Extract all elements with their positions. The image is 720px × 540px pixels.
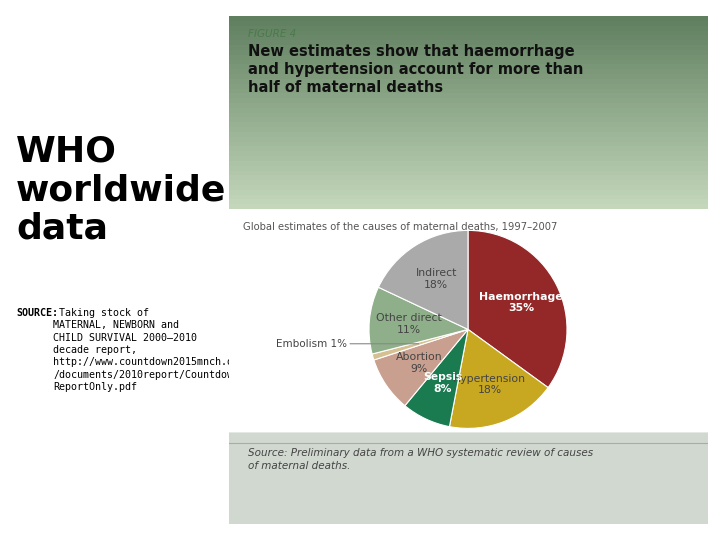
Polygon shape [229,31,708,36]
Polygon shape [229,74,708,79]
FancyBboxPatch shape [220,433,717,534]
Polygon shape [229,45,708,50]
Polygon shape [229,103,708,108]
Wedge shape [468,231,567,388]
Polygon shape [229,176,708,180]
Text: Sepsis
8%: Sepsis 8% [423,373,462,394]
Text: Abortion
9%: Abortion 9% [395,352,442,374]
Polygon shape [229,16,708,21]
Polygon shape [229,185,708,190]
Polygon shape [229,50,708,55]
Polygon shape [229,137,708,141]
Polygon shape [229,141,708,146]
Polygon shape [229,127,708,132]
Text: Embolism 1%: Embolism 1% [276,339,418,349]
Polygon shape [229,151,708,156]
Polygon shape [229,64,708,69]
Polygon shape [229,89,708,93]
Wedge shape [372,329,468,360]
Text: Haemorrhage
35%: Haemorrhage 35% [479,292,563,313]
Polygon shape [229,26,708,31]
Wedge shape [374,329,468,406]
Text: Other direct
11%: Other direct 11% [376,313,442,335]
Text: New estimates show that haemorrhage
and hypertension account for more than
half : New estimates show that haemorrhage and … [248,44,583,95]
Polygon shape [229,69,708,74]
Polygon shape [229,55,708,59]
Polygon shape [229,21,708,26]
Polygon shape [229,156,708,161]
Polygon shape [229,161,708,166]
Polygon shape [229,93,708,98]
Text: Hypertension
18%: Hypertension 18% [454,374,526,395]
Text: FIGURE 4: FIGURE 4 [248,29,297,39]
Wedge shape [405,329,468,427]
Polygon shape [229,166,708,171]
Polygon shape [229,199,708,204]
Polygon shape [229,108,708,113]
Polygon shape [229,194,708,199]
Polygon shape [229,204,708,209]
Wedge shape [369,287,468,354]
Polygon shape [229,40,708,45]
Polygon shape [229,122,708,127]
Text: SOURCE:: SOURCE: [16,308,58,318]
Polygon shape [229,84,708,89]
Polygon shape [229,59,708,64]
Text: Indirect
18%: Indirect 18% [415,268,457,290]
Text: Source: Preliminary data from a WHO systematic review of causes
of maternal deat: Source: Preliminary data from a WHO syst… [248,448,593,471]
Text: Global estimates of the causes of maternal deaths, 1997–2007: Global estimates of the causes of matern… [243,222,558,232]
Polygon shape [229,118,708,122]
Polygon shape [229,171,708,176]
Polygon shape [229,98,708,103]
Polygon shape [229,132,708,137]
Polygon shape [229,113,708,118]
Polygon shape [229,79,708,84]
Polygon shape [229,190,708,194]
Text: Taking stock of
MATERNAL, NEWBORN and
CHILD SURVIVAL 2000–2010
decade report,
ht: Taking stock of MATERNAL, NEWBORN and CH… [53,308,246,392]
Wedge shape [449,329,548,428]
Polygon shape [229,180,708,185]
Polygon shape [229,36,708,40]
Text: WHO
worldwide
data: WHO worldwide data [16,135,226,245]
FancyBboxPatch shape [220,6,717,534]
Wedge shape [379,231,468,329]
Polygon shape [229,146,708,151]
